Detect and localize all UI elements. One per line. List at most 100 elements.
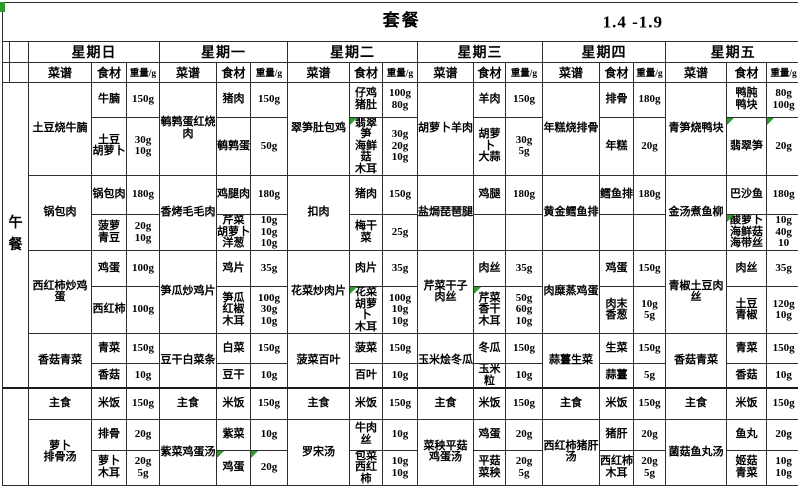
cell-dish[interactable]: 萝卜 排骨汤: [29, 419, 92, 486]
cell-dish[interactable]: 豆干白菜条: [160, 334, 217, 389]
cell-weight[interactable]: 180g: [251, 176, 288, 215]
cell-ingredient[interactable]: 鸭肫 鸭块: [727, 82, 767, 117]
cell-ingredient[interactable]: 米饭: [474, 388, 506, 419]
cell-ingredient[interactable]: 冬瓜: [474, 334, 506, 364]
cell-weight[interactable]: 20g: [767, 419, 798, 450]
cell-dish[interactable]: 鹌鹑蛋红烧肉: [160, 82, 217, 176]
col-header-ing-3[interactable]: 食材: [474, 62, 506, 82]
col-header-wt-4[interactable]: 重量/g: [634, 62, 666, 82]
cell-dish[interactable]: 青笋烧鸭块: [666, 82, 727, 176]
col-header-ing-0[interactable]: 食材: [92, 62, 127, 82]
cell-dish[interactable]: 扣肉: [288, 176, 350, 251]
cell-weight[interactable]: 150g: [251, 334, 288, 364]
cell-ingredient[interactable]: 鸡片: [217, 251, 251, 287]
cell-ingredient[interactable]: 花菜 胡萝卜 木耳: [350, 287, 383, 334]
cell-ingredient[interactable]: 鱼丸: [727, 419, 767, 450]
cell-weight[interactable]: 20g 5g: [506, 450, 543, 486]
meal-section-label-empty[interactable]: [3, 388, 29, 486]
cell-weight[interactable]: 10g 10g: [767, 450, 798, 486]
cell-dish[interactable]: 香烤毛毛肉: [160, 176, 217, 251]
cell-dish[interactable]: 菠菜百叶: [288, 334, 350, 389]
cell-ingredient[interactable]: 牛腩: [92, 82, 127, 117]
cell-dish[interactable]: 主食: [666, 388, 727, 419]
cell-ingredient[interactable]: 排骨: [92, 419, 127, 450]
cell-ingredient[interactable]: 仔鸡 猪肚: [350, 82, 383, 117]
title-cell[interactable]: 套餐 1.4 -1.9: [3, 3, 798, 42]
cell-ingredient[interactable]: 萝卜 木耳: [92, 450, 127, 486]
cell-ingredient[interactable]: 鸡蛋: [474, 419, 506, 450]
cell-weight[interactable]: 35g: [506, 251, 543, 287]
cell-ingredient[interactable]: 平菇 菜秧: [474, 450, 506, 486]
cell-weight[interactable]: 10g: [127, 364, 160, 389]
cell-weight[interactable]: 150g: [634, 334, 666, 364]
col-header-dish-0[interactable]: 菜谱: [29, 62, 92, 82]
cell-weight[interactable]: 50g 60g 10g: [506, 287, 543, 334]
cell-ingredient[interactable]: 笋瓜 红椒 木耳: [217, 287, 251, 334]
cell-ingredient[interactable]: 翡翠笋 海鲜菇 木耳: [350, 117, 383, 176]
corner-cell-a[interactable]: [3, 41, 10, 62]
day-header-4[interactable]: 星期四: [543, 41, 666, 62]
cell-dish[interactable]: 菜秧平菇 鸡蛋汤: [418, 419, 474, 486]
cell-ingredient[interactable]: 年糕: [600, 117, 634, 176]
cell-ingredient[interactable]: 米饭: [217, 388, 251, 419]
cell-weight[interactable]: 30g 10g: [127, 117, 160, 176]
cell-weight[interactable]: 150g: [251, 82, 288, 117]
cell-weight[interactable]: 150g: [127, 82, 160, 117]
cell-ingredient[interactable]: 豆干: [217, 364, 251, 389]
cell-ingredient[interactable]: 牛肉丝: [350, 419, 383, 450]
cell-dish[interactable]: 蒜薹生菜: [543, 334, 600, 389]
cell-weight[interactable]: 180g: [506, 176, 543, 215]
cell-dish[interactable]: 青椒土豆肉丝: [666, 251, 727, 334]
cell-ingredient[interactable]: 梅干菜: [350, 215, 383, 251]
cell-dish[interactable]: 紫菜鸡蛋汤: [160, 419, 217, 486]
cell-ingredient[interactable]: [600, 215, 634, 251]
cell-weight[interactable]: 20g: [634, 419, 666, 450]
cell-ingredient[interactable]: [474, 215, 506, 251]
cell-ingredient[interactable]: 猪肉: [350, 176, 383, 215]
cell-ingredient[interactable]: 玉米粒: [474, 364, 506, 389]
cell-weight[interactable]: 150g: [506, 334, 543, 364]
cell-weight[interactable]: 150g: [634, 251, 666, 287]
col-header-ing-4[interactable]: 食材: [600, 62, 634, 82]
cell-dish[interactable]: 锅包肉: [29, 176, 92, 251]
cell-weight[interactable]: 180g: [127, 176, 160, 215]
cell-ingredient[interactable]: 青菜: [92, 334, 127, 364]
cell-weight[interactable]: 10g 10g 10g: [251, 215, 288, 251]
cell-ingredient[interactable]: 酸萝卜 海鲜菇 海带丝: [727, 215, 767, 251]
cell-weight[interactable]: 20g: [634, 117, 666, 176]
cell-weight[interactable]: 150g: [634, 388, 666, 419]
col-header-wt-3[interactable]: 重量/g: [506, 62, 543, 82]
cell-dish[interactable]: 西红柿猪肝 汤: [543, 419, 600, 486]
cell-ingredient[interactable]: 米饭: [92, 388, 127, 419]
cell-weight[interactable]: 150g: [506, 388, 543, 419]
cell-weight[interactable]: 80g 100g: [767, 82, 798, 117]
corner-cell-d[interactable]: [10, 62, 29, 82]
cell-weight[interactable]: 150g: [383, 334, 418, 364]
cell-dish[interactable]: 罗宋汤: [288, 419, 350, 486]
cell-ingredient[interactable]: 菠菜: [350, 334, 383, 364]
cell-ingredient[interactable]: 肉末 香葱: [600, 287, 634, 334]
cell-dish[interactable]: 胡萝卜羊肉: [418, 82, 474, 176]
cell-ingredient[interactable]: 翡翠笋: [727, 117, 767, 176]
cell-weight[interactable]: 150g: [127, 334, 160, 364]
col-header-dish-2[interactable]: 菜谱: [288, 62, 350, 82]
cell-ingredient[interactable]: 猪肝: [600, 419, 634, 450]
cell-weight[interactable]: 50g: [251, 117, 288, 176]
cell-weight[interactable]: 180g: [634, 82, 666, 117]
cell-ingredient[interactable]: 蒜薹: [600, 364, 634, 389]
cell-dish[interactable]: 金汤煮鱼柳: [666, 176, 727, 251]
cell-ingredient[interactable]: 排骨: [600, 82, 634, 117]
cell-weight[interactable]: 10g: [767, 364, 798, 389]
cell-weight[interactable]: 100g: [127, 251, 160, 287]
cell-ingredient[interactable]: 鳕鱼排: [600, 176, 634, 215]
day-header-5[interactable]: 星期五: [666, 41, 798, 62]
cell-weight[interactable]: 10g 5g: [634, 287, 666, 334]
cell-dish[interactable]: 肉糜蒸鸡蛋: [543, 251, 600, 334]
cell-dish[interactable]: 芹菜干子 肉丝: [418, 251, 474, 334]
col-header-wt-5[interactable]: 重量/g: [767, 62, 798, 82]
cell-weight[interactable]: 30g 20g 10g: [383, 117, 418, 176]
cell-weight[interactable]: 20g: [506, 419, 543, 450]
col-header-wt-1[interactable]: 重量/g: [251, 62, 288, 82]
cell-weight[interactable]: 150g: [767, 334, 798, 364]
cell-weight[interactable]: 10g: [383, 419, 418, 450]
